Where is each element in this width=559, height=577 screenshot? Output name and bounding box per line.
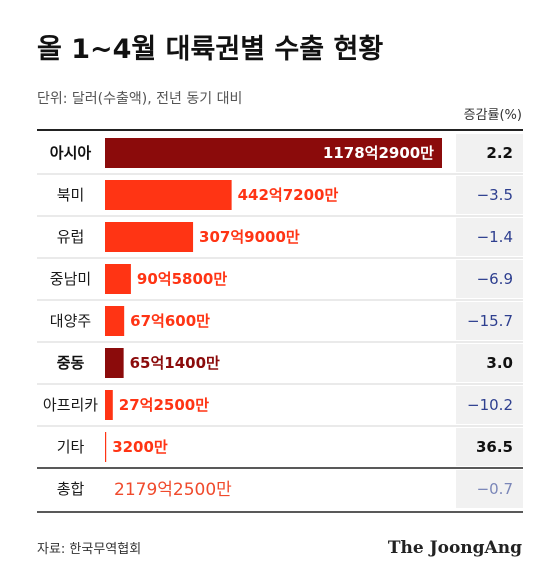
bar: [105, 432, 107, 462]
total-row: 총합 2179억2500만 −0.7: [57, 470, 523, 508]
change-rate-cell: [456, 260, 523, 298]
change-rate-label: −3.5: [477, 186, 513, 204]
change-rate-label: 3.0: [486, 354, 513, 372]
chart-title: 올 1~4월 대륙권별 수출 현황: [37, 34, 383, 65]
bar: [105, 138, 442, 168]
bar: [105, 222, 194, 252]
region-label: 아시아: [50, 144, 92, 162]
region-label: 중남미: [50, 270, 91, 288]
change-rate-cell: [456, 302, 523, 340]
value-label: 67억600만: [130, 312, 210, 330]
bar: [105, 348, 124, 378]
bar: [105, 390, 113, 420]
rows: 아시아 1178억2900만 2.2 북미 442억7200만 −3.5 유럽 307억900…: [37, 134, 523, 469]
region-label: 중동: [57, 354, 85, 372]
bar: [105, 264, 131, 294]
region-label: 대양주: [50, 312, 91, 330]
change-rate-cell: [456, 344, 523, 382]
region-label: 기타: [57, 438, 85, 456]
region-label: 유럽: [57, 228, 85, 246]
change-rate-cell: [456, 218, 523, 256]
value-label: 442억7200만: [238, 186, 339, 204]
value-label: 307억9000만: [199, 228, 300, 246]
change-rate-label: 36.5: [476, 438, 513, 456]
value-label: 90억5800만: [137, 270, 227, 288]
value-label: 27억2500만: [119, 396, 209, 414]
source-note: 자료: 한국무역협회: [37, 542, 141, 557]
change-rate-label: 2.2: [486, 144, 513, 162]
total-label: 총합: [57, 480, 85, 498]
total-value-label: 2179억2500만: [114, 480, 232, 500]
change-rate-cell: [456, 386, 523, 424]
region-label: 북미: [57, 186, 85, 204]
value-label: 65억1400만: [130, 354, 220, 372]
total-change-rate-label: −0.7: [477, 480, 513, 498]
region-label: 아프리카: [43, 396, 98, 414]
change-rate-label: −15.7: [467, 312, 513, 330]
change-rate-cell: [456, 176, 523, 214]
change-rate-header: 증감률(%): [464, 108, 522, 123]
total-change-rate-cell: [456, 470, 523, 508]
change-rate-label: −6.9: [477, 270, 513, 288]
value-label: 1178억2900만: [323, 144, 434, 162]
change-rate-label: −1.4: [477, 228, 513, 246]
bar: [105, 180, 232, 210]
change-rate-cell: [456, 134, 523, 172]
brand-logo: The JoongAng: [388, 538, 522, 558]
value-label: 3200만: [112, 438, 168, 456]
change-rate-label: −10.2: [467, 396, 513, 414]
change-rate-cell: [456, 428, 523, 466]
bar: [105, 306, 125, 336]
unit-note: 단위: 달러(수출액), 전년 동기 대비: [37, 91, 242, 107]
